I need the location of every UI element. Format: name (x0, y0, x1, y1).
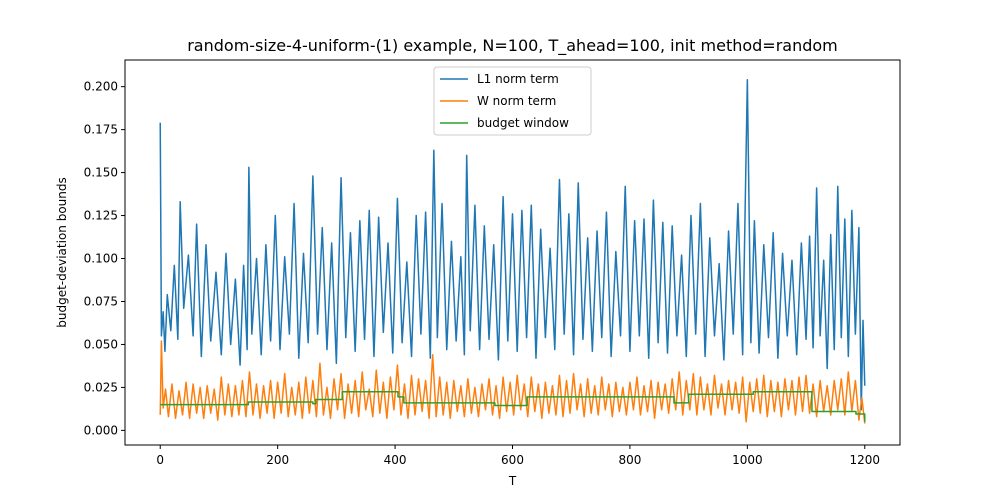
x-axis-title: T (508, 474, 517, 488)
x-tick-label: 400 (384, 453, 407, 467)
x-tick-label: 0 (156, 453, 164, 467)
y-tick-label: 0.150 (84, 166, 118, 180)
series-line-l1-norm-term (159, 79, 866, 411)
legend-label: L1 norm term (477, 72, 559, 86)
legend-box (433, 66, 592, 136)
x-tick-label: 200 (266, 453, 289, 467)
x-tick-label: 800 (618, 453, 641, 467)
x-tick-label: 1000 (732, 453, 763, 467)
y-tick-label: 0.175 (84, 123, 118, 137)
series-line-budget-window (160, 390, 866, 422)
chart-title: random-size-4-uniform-(1) example, N=100… (187, 36, 838, 56)
y-tick-label: 0.025 (84, 380, 118, 394)
y-axis-title: budget-deviation bounds (55, 177, 69, 328)
legend-label: W norm term (477, 94, 556, 108)
x-tick-label: 1200 (849, 453, 880, 467)
legend-label: budget window (477, 116, 569, 130)
y-tick-label: 0.000 (84, 423, 118, 437)
y-tick-label: 0.200 (84, 80, 118, 94)
legend: L1 norm term W norm term budget window (433, 66, 592, 136)
x-tick-label: 600 (501, 453, 524, 467)
y-tick-label: 0.075 (84, 294, 118, 308)
y-tick-label: 0.050 (84, 337, 118, 351)
y-tick-label: 0.125 (84, 209, 118, 223)
series-line-w-norm-term (159, 340, 866, 424)
y-tick-label: 0.100 (84, 252, 118, 266)
